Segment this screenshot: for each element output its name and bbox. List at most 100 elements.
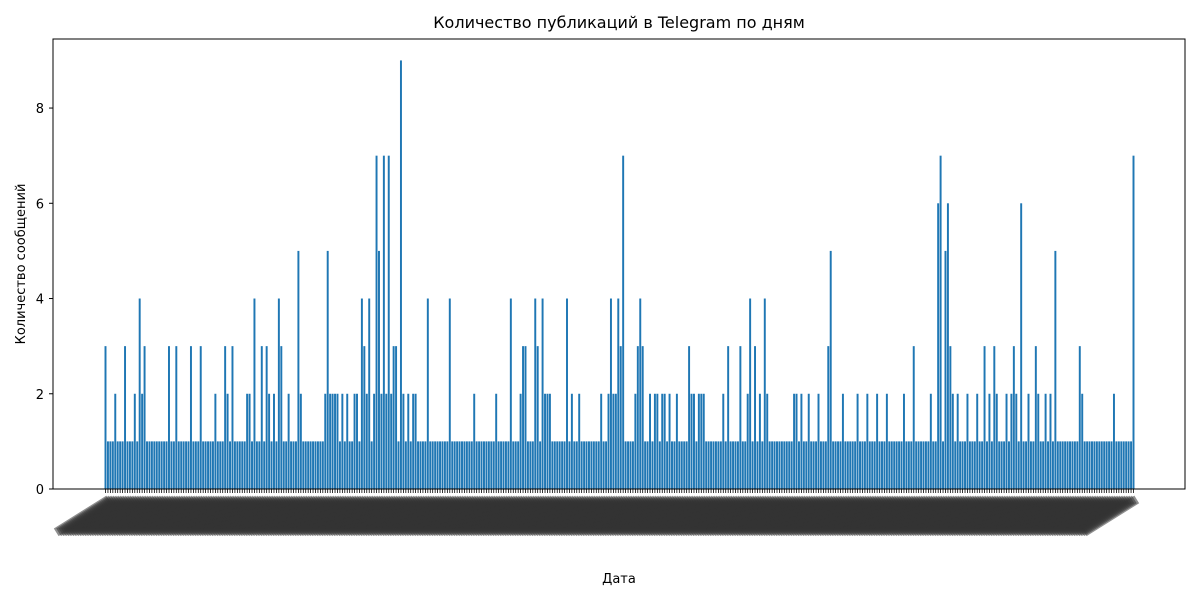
bar [363,346,366,489]
bar [968,441,971,489]
bar [834,441,837,489]
bar [998,441,1001,489]
bar [253,298,256,489]
bar [1076,441,1079,489]
bar [395,346,398,489]
bar [614,393,617,489]
bar [304,441,307,489]
bar [334,393,337,489]
bar [348,441,351,489]
bar [607,393,610,489]
bar [844,441,847,489]
bar [871,441,874,489]
bar [326,250,329,489]
bar [1095,441,1098,489]
bar [895,441,898,489]
bar [649,393,651,489]
bar [461,441,463,489]
bar [451,441,454,489]
bar [883,441,886,489]
bar [1069,441,1071,489]
bar [109,441,112,489]
plot-frame [52,38,1186,490]
bar [976,393,979,489]
bar [946,203,949,490]
bar [307,441,310,489]
bar [285,441,288,489]
bar [141,393,144,489]
bar [678,441,681,489]
bar [197,441,200,489]
bar [497,441,500,489]
bar [580,441,583,489]
bar [246,393,249,489]
bar [324,393,327,489]
bar [170,441,173,489]
bar [956,393,959,489]
bar [270,441,273,489]
bar [214,393,217,489]
bar [177,441,180,489]
bar [636,346,639,489]
bar [470,441,473,489]
bar [692,393,695,489]
bar [751,441,754,489]
bar [483,441,485,489]
bar [942,441,945,489]
bar [412,393,415,489]
bar [426,298,429,489]
bar [917,441,920,489]
bar [849,441,852,489]
bar [832,441,835,489]
bar [165,441,168,489]
bar [602,441,605,489]
bar [302,441,305,489]
bar [878,441,881,489]
bar [126,441,129,489]
bar [663,393,666,489]
bar [153,441,156,489]
bar [1003,441,1006,489]
bar [1022,441,1025,489]
bar [729,441,732,489]
bar [944,250,947,489]
bar [292,441,295,489]
bar [971,441,974,489]
bar [356,393,358,489]
bar [207,441,210,489]
bar [1049,393,1052,489]
bar [785,441,788,489]
bar [233,441,236,489]
bar [539,441,542,489]
bar [802,441,805,489]
bar [1010,393,1013,489]
bar [1042,441,1045,489]
bar [929,393,932,489]
bar [675,393,678,489]
bar [529,441,532,489]
bar [988,393,991,489]
bar [651,441,654,489]
bar [668,393,671,489]
bar [771,441,774,489]
bar [294,441,297,489]
bar [536,346,539,489]
bar [868,441,871,489]
bar [309,441,312,489]
bar [258,441,261,489]
bar [1108,441,1111,489]
bar [1071,441,1074,489]
bar [714,441,717,489]
bar [915,441,918,489]
bar [336,393,339,489]
bar [1044,393,1047,489]
bar [548,393,551,489]
bar [111,441,114,489]
bar [761,441,764,489]
bar [429,441,432,489]
bar [119,441,122,489]
bar [517,441,520,489]
bar [199,346,202,489]
bar [605,441,608,489]
